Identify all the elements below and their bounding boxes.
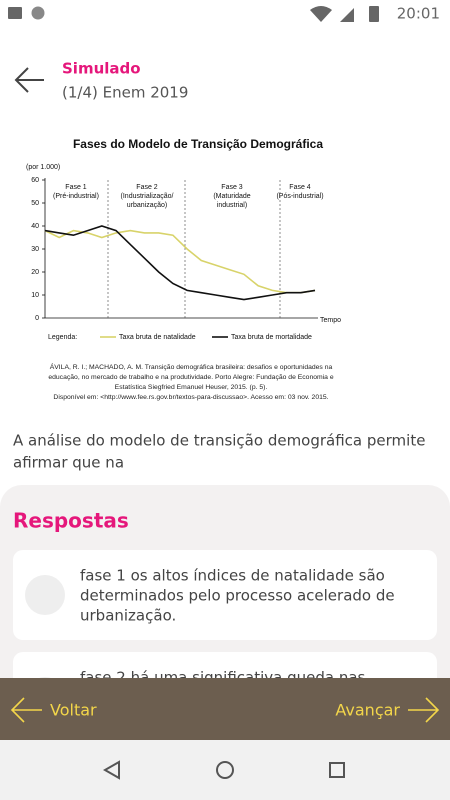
legend-entry: Taxa bruta de mortalidade <box>231 334 312 341</box>
next-link[interactable]: Avançar <box>335 701 400 720</box>
y-tick-label: 0 <box>35 315 39 322</box>
sync-icon <box>31 6 45 20</box>
question-text: afirmar que na <box>13 454 124 472</box>
y-tick-label: 50 <box>31 200 39 207</box>
answers-title: Respostas <box>13 509 129 533</box>
chart-source: Disponível em: <http://www.fee.rs.gov.br… <box>53 394 328 401</box>
chart-title: Fases do Modelo de Transição Demográfica <box>73 137 323 151</box>
phase-label: Fase 2 <box>136 184 158 191</box>
wifi-icon <box>310 6 332 22</box>
legend-entry: Taxa bruta de natalidade <box>119 334 196 341</box>
back-link[interactable]: Voltar <box>50 701 97 720</box>
phase-label: Fase 3 <box>221 184 243 191</box>
back-button[interactable] <box>14 67 44 93</box>
phase-label: Fase 4 <box>289 184 311 191</box>
y-tick-label: 60 <box>31 177 39 184</box>
answer-text: urbanização. <box>80 607 176 625</box>
signal-icon <box>340 8 354 22</box>
header-title: Simulado <box>62 60 141 78</box>
system-home[interactable] <box>216 761 234 779</box>
phase-label: (Pós-industrial) <box>276 193 323 200</box>
legend-label: Legenda: <box>48 334 77 341</box>
phase-label: (Pré-industrial) <box>53 193 99 200</box>
chart-source: ÁVILA, R. I.; MACHADO, A. M. Transição d… <box>50 362 333 371</box>
answer-text: fase 1 os altos índices de natalidade sã… <box>80 567 385 585</box>
battery-icon <box>369 6 379 22</box>
y-tick-label: 30 <box>31 246 39 253</box>
header-subtitle: (1/4) Enem 2019 <box>62 84 188 102</box>
chart-source: Estatística Siegfried Emanuel Heuser, 20… <box>115 384 268 391</box>
y-tick-label: 10 <box>31 292 39 299</box>
bottom-bar <box>0 678 450 740</box>
series-line <box>44 225 316 301</box>
x-axis-label: Tempo <box>320 317 341 324</box>
y-tick-label: 20 <box>31 269 39 276</box>
y-tick-label: 40 <box>31 223 39 230</box>
system-recents[interactable] <box>329 762 345 778</box>
answer-text: determinados pelo processo acelerado de <box>80 587 395 605</box>
series-line <box>44 229 316 294</box>
answer-radio <box>25 575 65 615</box>
phase-label: (Maturidade <box>213 193 250 200</box>
answer-card[interactable] <box>13 550 437 640</box>
back-arrow[interactable] <box>10 697 42 723</box>
clock: 20:01 <box>397 5 440 23</box>
image-icon <box>8 7 22 19</box>
system-back[interactable] <box>102 760 120 780</box>
y-axis-label: (por 1.000) <box>26 164 60 171</box>
system-nav-bar <box>0 740 450 800</box>
chart-source: educação, no mercado de trabalho e na pr… <box>48 374 334 381</box>
phase-label: (Industrialização/ <box>121 193 174 200</box>
next-arrow[interactable] <box>408 697 440 723</box>
phase-label: industrial) <box>217 202 247 209</box>
phase-label: urbanização) <box>127 202 167 209</box>
phase-label: Fase 1 <box>65 184 87 191</box>
question-text: A análise do modelo de transição demográ… <box>13 432 425 450</box>
